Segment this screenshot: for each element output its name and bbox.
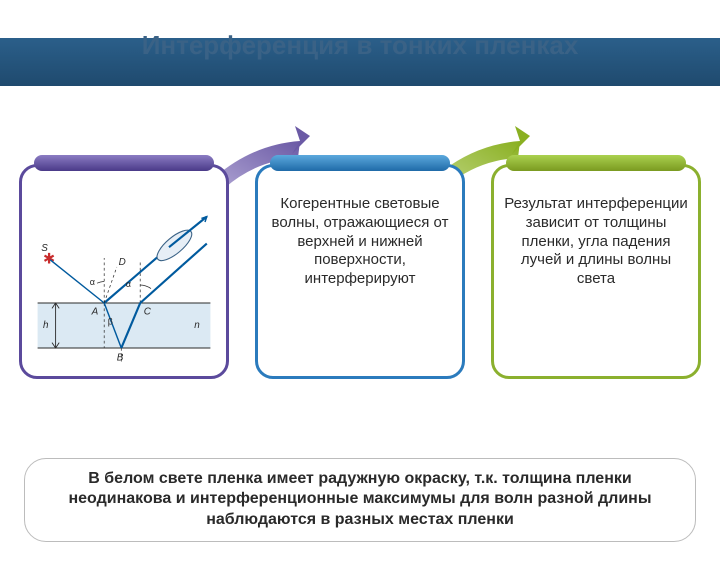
- diagram-panel: h n ✱ S D α: [19, 164, 229, 379]
- label-D: D: [119, 257, 126, 268]
- footer-summary: В белом свете пленка имеет радужную окра…: [24, 458, 696, 542]
- label-n: n: [194, 320, 200, 331]
- page-title: Интерференция в тонких пленках: [0, 30, 720, 61]
- panel-row: h n ✱ S D α: [12, 164, 708, 379]
- panel-cap-purple: [34, 155, 214, 171]
- panel-cap-green: [506, 155, 686, 171]
- label-A: A: [91, 307, 99, 318]
- label-beta: β: [108, 317, 113, 327]
- label-C: C: [144, 307, 152, 318]
- label-alpha2: α: [126, 279, 131, 289]
- label-alpha: α: [90, 277, 95, 287]
- label-S: S: [41, 243, 48, 254]
- explanation-panel: Когерентные световые волны, отражающиеся…: [255, 164, 465, 379]
- label-h: h: [43, 320, 49, 331]
- panel-cap-blue: [270, 155, 450, 171]
- result-panel: Результат интерференции зависит от толщи…: [491, 164, 701, 379]
- right-panel-text: Результат интерференции зависит от толщи…: [504, 195, 688, 289]
- middle-panel-text: Когерентные световые волны, отражающиеся…: [268, 195, 452, 289]
- thin-film-diagram: h n ✱ S D α: [32, 195, 216, 366]
- label-B: B: [117, 353, 124, 364]
